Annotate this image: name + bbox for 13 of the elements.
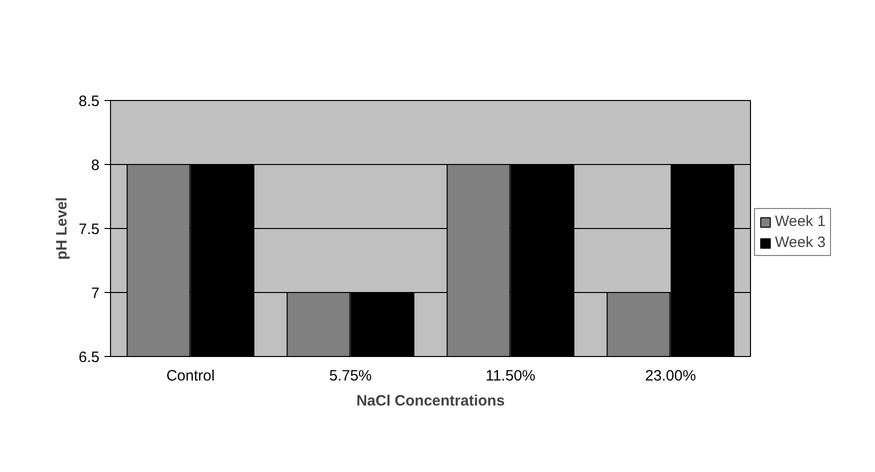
x-tick-label: 11.50% bbox=[486, 368, 536, 384]
y-tick-label: 7.5 bbox=[78, 221, 100, 238]
legend-label: Week 1 bbox=[775, 213, 826, 230]
y-tick-label: 7 bbox=[91, 285, 100, 302]
x-tick-label: 23.00% bbox=[645, 368, 696, 384]
y-tick-label: 8 bbox=[91, 157, 100, 174]
x-tick-label: Control bbox=[166, 368, 215, 384]
y-tick-label: 6.5 bbox=[78, 349, 100, 366]
legend-label: Week 3 bbox=[775, 234, 826, 251]
y-tick-label: 8.5 bbox=[78, 93, 100, 110]
y-axis-title: pH Level bbox=[54, 197, 71, 260]
x-tick-label: 5.75% bbox=[329, 368, 372, 384]
x-axis-title: NaCl Concentrations bbox=[356, 392, 505, 410]
